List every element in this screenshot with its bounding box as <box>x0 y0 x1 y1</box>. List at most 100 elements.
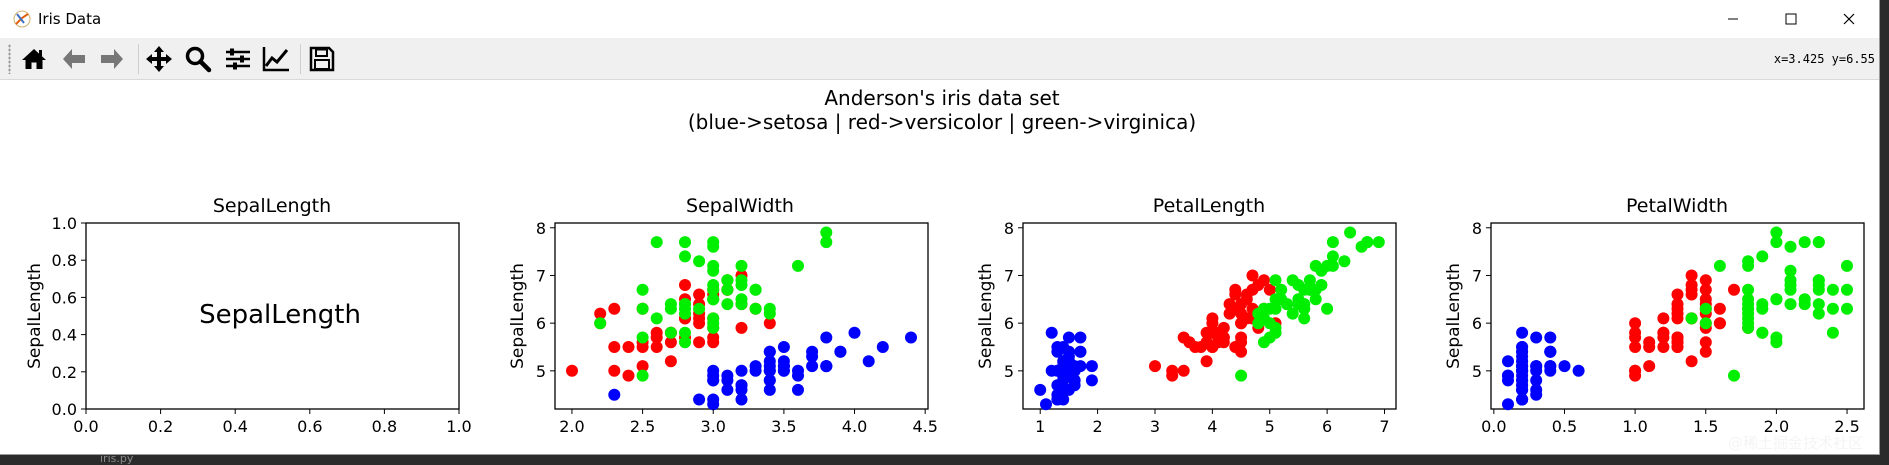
data-point-virginica <box>1292 298 1305 311</box>
subplots-button[interactable] <box>222 43 254 75</box>
y-tick-label: 5 <box>1004 362 1014 381</box>
data-point-virginica <box>707 283 720 296</box>
data-point-virginica <box>1252 317 1265 330</box>
close-button[interactable] <box>1820 0 1878 38</box>
data-point-versicolor <box>1699 345 1712 358</box>
background-editor-tab: iris.py <box>100 452 134 465</box>
data-point-versicolor <box>1728 283 1740 296</box>
data-point-virginica <box>749 302 762 315</box>
data-point-virginica <box>1713 259 1726 272</box>
y-axis-label: SepalLength <box>976 263 996 369</box>
zoom-button[interactable] <box>182 43 214 75</box>
data-point-setosa <box>721 374 734 387</box>
data-point-setosa <box>1502 369 1514 382</box>
data-point-virginica <box>1344 226 1357 239</box>
data-point-versicolor <box>1206 312 1219 325</box>
data-point-virginica <box>650 236 663 249</box>
data-point-versicolor <box>650 341 663 353</box>
data-point-setosa <box>749 364 762 377</box>
data-point-virginica <box>1770 226 1783 239</box>
axes-button[interactable] <box>260 43 292 75</box>
data-point-setosa <box>1074 345 1087 358</box>
data-point-setosa <box>1045 326 1058 339</box>
center-label: SepalLength <box>199 300 361 330</box>
data-point-setosa <box>1057 374 1070 387</box>
y-tick-label: 0.4 <box>52 326 77 345</box>
data-point-versicolor <box>1629 364 1642 377</box>
data-point-versicolor <box>1229 288 1242 301</box>
data-point-versicolor <box>693 336 706 349</box>
data-point-virginica <box>1321 259 1334 272</box>
data-point-virginica <box>1303 274 1316 287</box>
minimize-button[interactable] <box>1704 0 1762 38</box>
data-point-setosa <box>1085 360 1098 373</box>
data-point-setosa <box>735 393 748 406</box>
back-button[interactable] <box>58 43 90 75</box>
y-tick-label: 6 <box>536 314 546 333</box>
data-point-versicolor <box>1685 288 1698 301</box>
data-point-versicolor <box>1671 288 1684 301</box>
subplot-title: SepalLength <box>213 195 331 217</box>
x-tick-label: 0.2 <box>148 417 173 436</box>
data-point-versicolor <box>1629 341 1642 353</box>
y-ticks-1: 5 6 7 8 <box>536 219 555 381</box>
pan-icon <box>146 46 172 72</box>
subplot-petallength: PetalLength SepalLength 1 2 3 4 5 6 7 5 6 7 8 <box>976 195 1397 436</box>
data-point-virginica <box>1275 283 1288 296</box>
data-point-versicolor <box>1206 341 1219 353</box>
data-point-versicolor <box>608 302 621 315</box>
data-point-versicolor <box>1685 269 1698 282</box>
pan-button[interactable] <box>143 43 175 75</box>
data-point-versicolor <box>1671 307 1684 320</box>
data-point-versicolor <box>1229 341 1242 353</box>
data-point-versicolor <box>1240 312 1253 325</box>
data-point-setosa <box>1051 393 1064 406</box>
data-point-versicolor <box>1177 364 1190 377</box>
data-point-setosa <box>777 341 790 353</box>
data-point-virginica <box>1309 259 1322 272</box>
figure-canvas[interactable]: Anderson's iris data set (blue->setosa |… <box>0 81 1878 453</box>
data-point-virginica <box>1784 298 1797 311</box>
data-point-virginica <box>721 298 734 311</box>
minimize-icon <box>1728 18 1738 20</box>
subplot-petalwidth: PetalWidth SepalLength 0.0 0.5 1.0 1.5 2.0 2.… <box>1444 195 1865 436</box>
title-bar[interactable]: Iris Data <box>0 0 1879 38</box>
data-point-versicolor <box>707 331 720 344</box>
x-tick-label: 1.0 <box>446 417 471 436</box>
data-point-setosa <box>1068 374 1081 387</box>
data-point-virginica <box>1258 336 1270 349</box>
data-point-virginica <box>721 283 734 296</box>
y-tick-label: 0.2 <box>52 363 77 382</box>
data-point-versicolor <box>1629 331 1642 344</box>
y-axis-label: SepalLength <box>1444 263 1464 369</box>
navigation-toolbar: x=3.425 y=6.55 <box>0 38 1879 80</box>
data-point-virginica <box>1770 336 1783 349</box>
forward-button[interactable] <box>96 43 128 75</box>
maximize-button[interactable] <box>1762 0 1820 38</box>
toolbar-grip[interactable] <box>8 44 11 74</box>
data-point-virginica <box>1263 302 1276 315</box>
data-point-virginica <box>707 293 720 306</box>
data-point-setosa <box>707 374 720 387</box>
x-tick-label: 4.5 <box>912 417 937 436</box>
y-tick-label: 0.8 <box>52 251 77 270</box>
data-point-versicolor <box>608 364 621 377</box>
data-point-virginica <box>1756 302 1769 315</box>
y-axis-label: SepalLength <box>508 263 528 369</box>
save-button[interactable] <box>306 43 338 75</box>
zoom-icon <box>185 46 212 73</box>
data-point-virginica <box>594 317 607 330</box>
data-point-virginica <box>1235 369 1248 382</box>
data-point-virginica <box>1812 236 1825 249</box>
data-point-virginica <box>1812 298 1825 311</box>
data-point-virginica <box>693 255 706 268</box>
maximize-icon <box>1785 13 1797 25</box>
data-point-setosa <box>735 383 748 396</box>
x-ticks-1: 2.0 2.5 3.0 3.5 4.0 4.5 <box>559 409 938 436</box>
home-button[interactable] <box>18 43 50 75</box>
matplotlib-app-icon <box>13 10 31 28</box>
data-point-versicolor <box>1713 302 1726 315</box>
data-point-setosa <box>848 326 861 339</box>
data-point-versicolor <box>763 317 776 330</box>
data-point-setosa <box>1516 393 1529 406</box>
